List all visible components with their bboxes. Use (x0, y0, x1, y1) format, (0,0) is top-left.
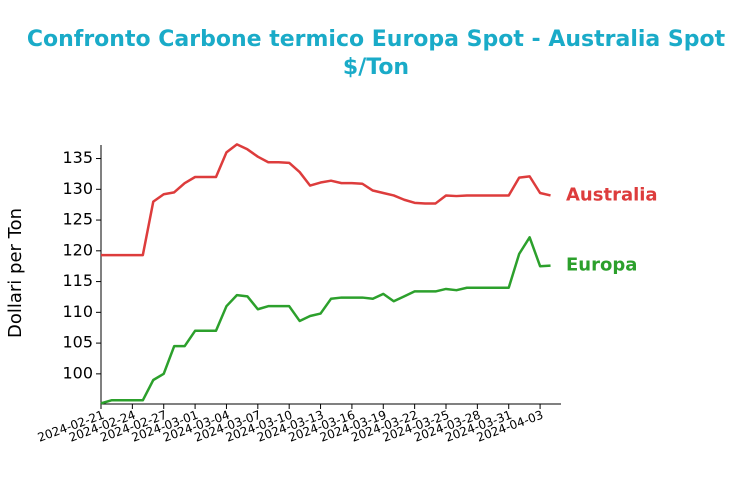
y-tick-label: 130 (62, 179, 93, 198)
y-tick-label: 100 (62, 363, 93, 382)
chart-title: Confronto Carbone termico Europa Spot - … (26, 27, 726, 80)
y-tick-label: 125 (62, 210, 93, 229)
series-label: Australia (566, 184, 658, 205)
y-tick-label: 115 (62, 271, 93, 290)
y-tick-label: 135 (62, 148, 93, 167)
series-label: Europa (566, 255, 637, 276)
line-series (100, 236, 551, 405)
y-tick-label: 110 (62, 302, 93, 321)
y-tick-label: 105 (62, 333, 93, 352)
y-axis-label: Dollari per Ton (5, 208, 26, 338)
y-tick-label: 120 (62, 240, 93, 259)
line-series (101, 143, 551, 257)
